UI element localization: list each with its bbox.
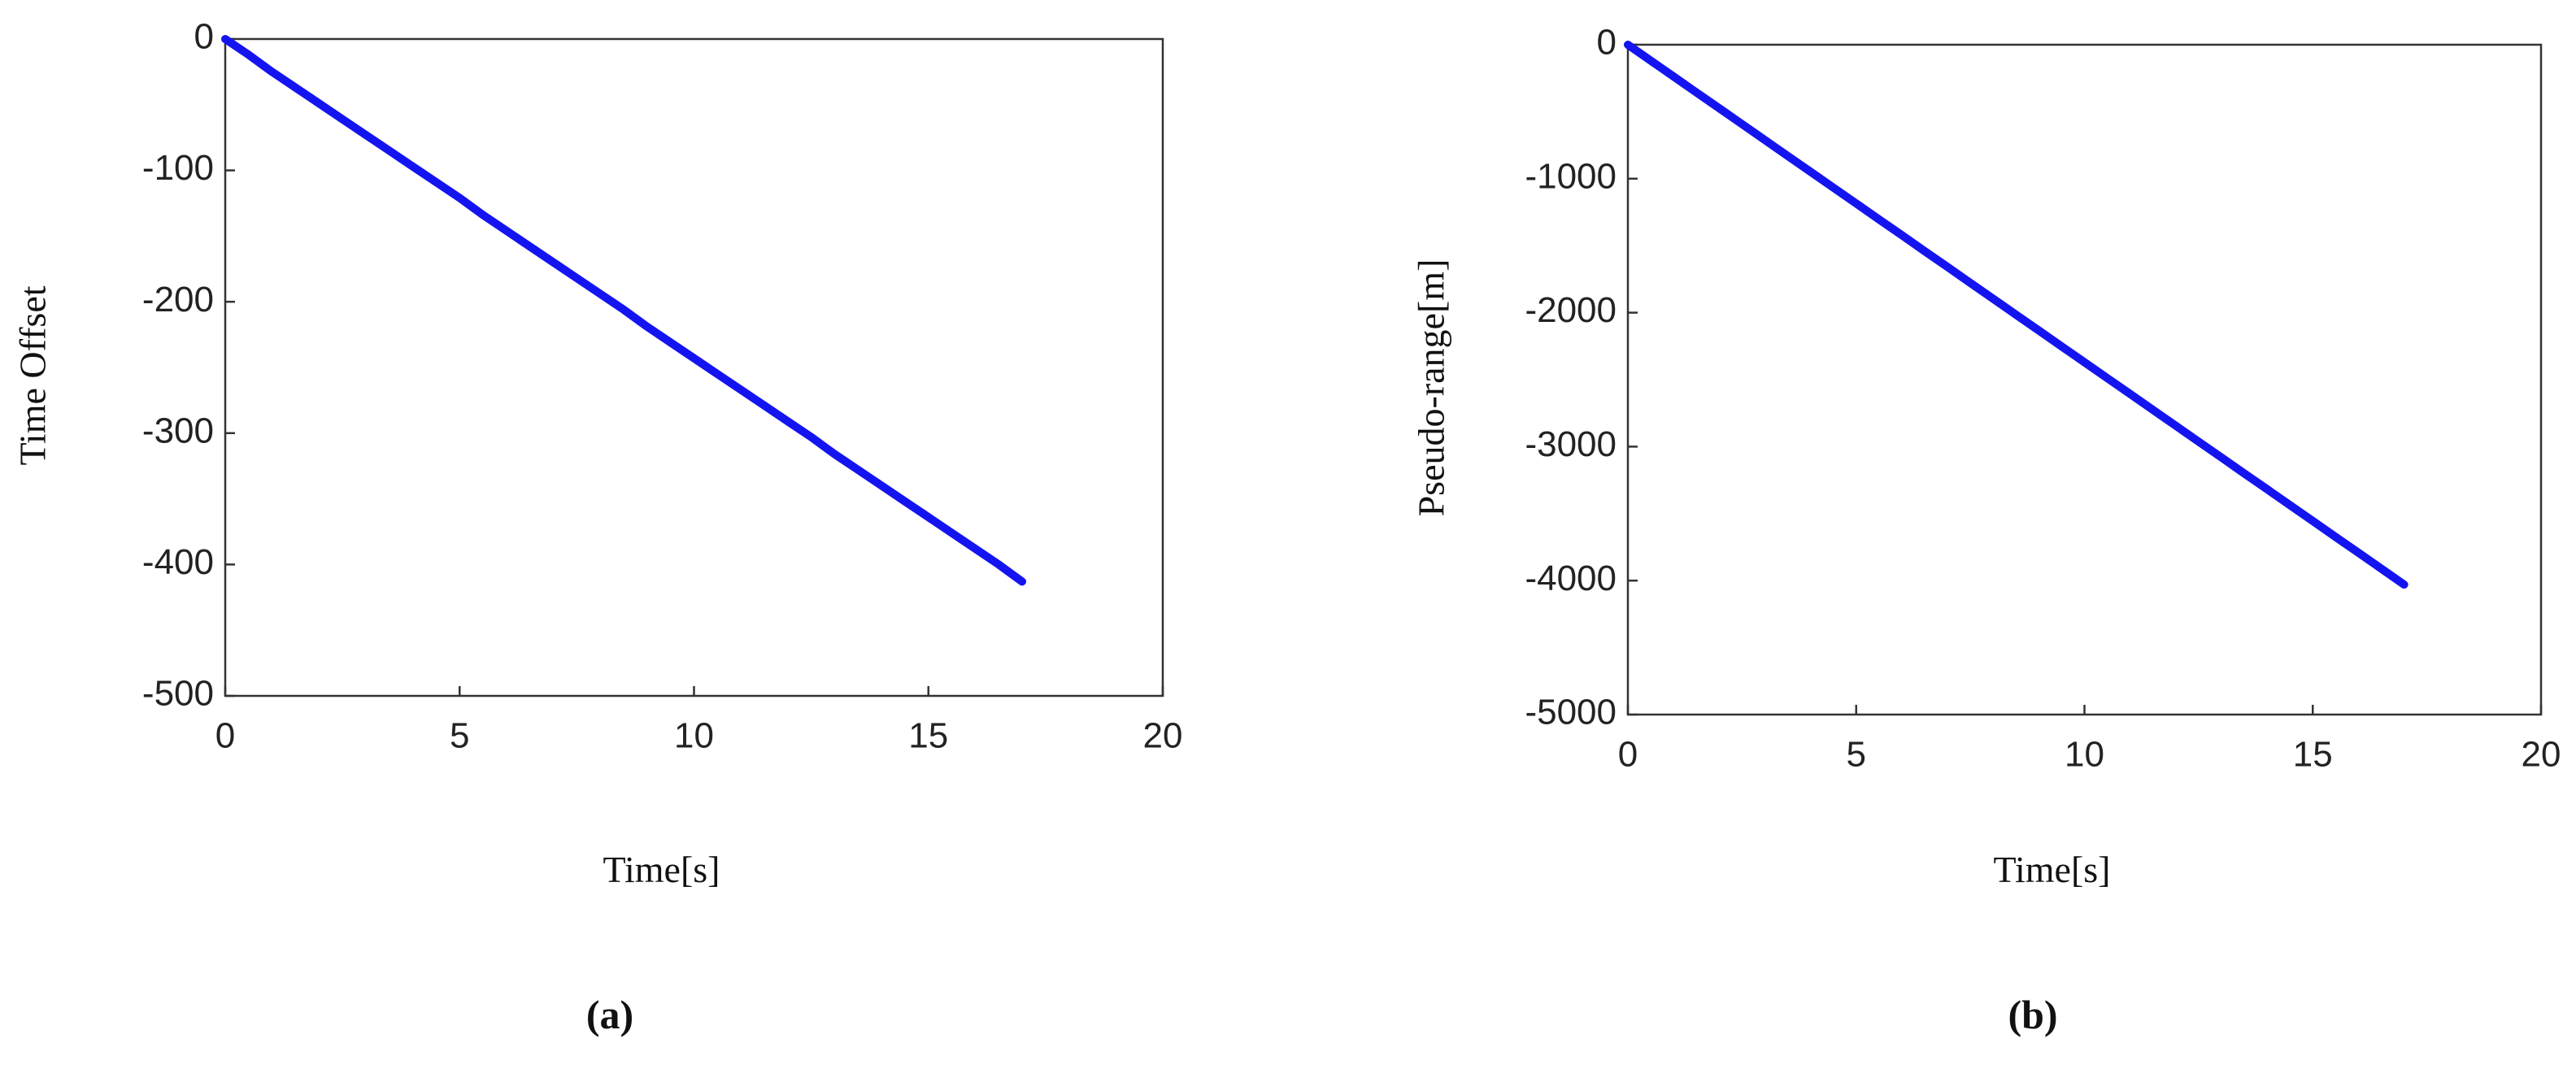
y-tick-label: -2000 (1525, 290, 1617, 330)
y-tick-label: 0 (194, 17, 214, 57)
subplot: -500 -400 -300 -200 -100 0 0 5 10 15 20 Time[s] Time… (12, 17, 1183, 1037)
x-tick-label: 20 (2522, 735, 2561, 775)
x-tick-label: 5 (450, 716, 469, 756)
panel-label: (a) (586, 992, 633, 1037)
data-line (1624, 41, 2408, 589)
y-tick-label: -5000 (1525, 693, 1617, 732)
plot-area (1626, 43, 2543, 716)
y-axis-label: Pseudo-range[m] (1411, 259, 1452, 517)
y-tick-label: -300 (142, 411, 214, 450)
subplot: -5000 -4000 -3000 -2000 -1000 0 0 5 10 15 20 Time[s… (1411, 23, 2561, 1037)
x-tick-label: 15 (2293, 735, 2333, 775)
y-tick-label: -4000 (1525, 558, 1617, 598)
y-tick-label: -1000 (1525, 156, 1617, 196)
x-tick-label: 0 (215, 716, 235, 756)
x-tick-label: 10 (674, 716, 714, 756)
y-tick-label: -3000 (1525, 424, 1617, 464)
x-tick-label: 5 (1847, 735, 1866, 775)
y-tick-label: -100 (142, 148, 214, 188)
x-tick-label: 0 (1618, 735, 1638, 775)
panel-label: (b) (2008, 992, 2057, 1037)
x-axis-label: Time[s] (1994, 849, 2111, 890)
x-tick-label: 15 (908, 716, 948, 756)
x-tick-label: 20 (1143, 716, 1183, 756)
y-axis-label: Time Offset (12, 285, 54, 465)
x-axis-label: Time[s] (603, 849, 720, 890)
data-line (221, 35, 1026, 586)
y-tick-label: -400 (142, 542, 214, 582)
y-tick-label: -200 (142, 280, 214, 319)
x-tick-label: 10 (2065, 735, 2104, 775)
y-tick-label: 0 (1597, 23, 1617, 63)
y-tick-label: -500 (142, 674, 214, 714)
